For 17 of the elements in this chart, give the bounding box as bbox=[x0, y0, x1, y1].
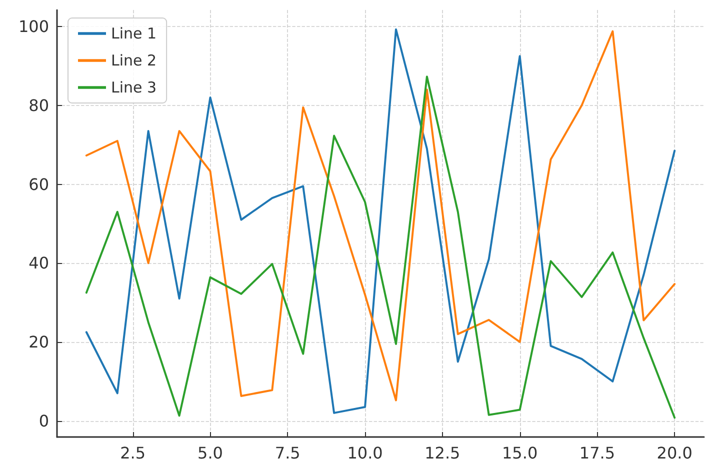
x-tick-label: 7.5 bbox=[274, 444, 300, 462]
y-tick-label: 0 bbox=[38, 411, 49, 430]
legend-label: Line 2 bbox=[111, 52, 157, 70]
x-tick-label: 12.5 bbox=[424, 444, 460, 462]
x-tick-label: 5.0 bbox=[198, 444, 223, 462]
y-tick-label: 20 bbox=[28, 332, 49, 352]
x-tick-label: 2.5 bbox=[120, 444, 146, 462]
y-tick-label: 100 bbox=[18, 17, 49, 36]
x-tick-label: 17.5 bbox=[579, 444, 616, 462]
y-tick-label: 40 bbox=[28, 254, 49, 273]
y-tick-label: 80 bbox=[28, 96, 49, 115]
x-tick-label: 15.0 bbox=[502, 444, 538, 462]
legend-label: Line 3 bbox=[111, 78, 157, 96]
y-tick-label: 60 bbox=[28, 174, 49, 194]
x-tick-label: 10.0 bbox=[347, 444, 383, 462]
x-tick-label: 20.0 bbox=[656, 444, 692, 462]
legend-label: Line 1 bbox=[111, 24, 157, 42]
